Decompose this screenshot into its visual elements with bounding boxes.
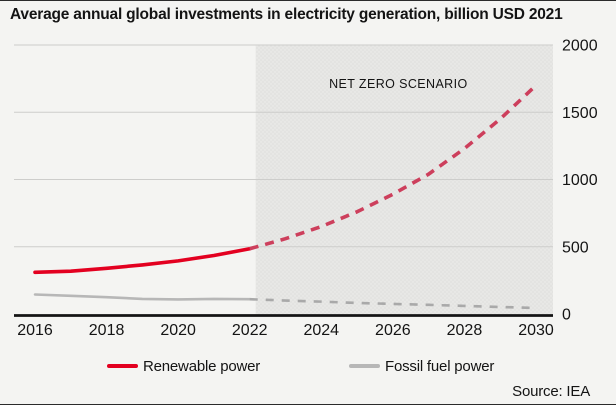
- x-tick-label: 2026: [375, 322, 411, 339]
- x-tick-label: 2020: [160, 322, 196, 339]
- y-tick-label: 500: [562, 239, 589, 256]
- line-historical: [33, 293, 252, 301]
- legend-item-fossil: Fossil fuel power: [349, 357, 494, 375]
- gridlines: [14, 44, 553, 248]
- y-tick-label: 0: [562, 307, 571, 324]
- x-axis-tick-labels: 2016 2018 2020 2022 2024 2026 2028 2030: [17, 322, 554, 339]
- x-tick-label: 2030: [518, 322, 554, 339]
- y-tick-label: 1000: [562, 172, 598, 189]
- legend-label-renewable: Renewable power: [143, 357, 261, 375]
- x-tick-label: 2016: [17, 322, 53, 339]
- x-tick-label: 2022: [232, 322, 268, 339]
- legend-item-renewable: Renewable power: [107, 357, 260, 375]
- source-attribution: Source: IEA: [512, 383, 590, 400]
- x-tick-label: 2024: [303, 322, 339, 339]
- fossil-line-swatch: [349, 364, 380, 368]
- data-series-lines: [33, 84, 538, 310]
- x-tick-label: 2018: [89, 322, 125, 339]
- line-net-zero: [249, 84, 538, 251]
- net-zero-label: NET ZERO SCENARIO: [329, 77, 468, 91]
- y-tick-label: 1500: [562, 105, 598, 122]
- legend: Renewable power Fossil fuel power: [0, 357, 616, 375]
- legend-label-fossil: Fossil fuel power: [385, 357, 495, 375]
- y-tick-label: 2000: [562, 38, 598, 55]
- y-axis-tick-labels: 0 500 1000 1500 2000: [562, 38, 598, 324]
- x-tick-label: 2028: [447, 322, 483, 339]
- chart-title: Average annual global investments in ele…: [10, 6, 563, 23]
- line-historical: [33, 246, 252, 275]
- renewable-line-swatch: [107, 364, 138, 368]
